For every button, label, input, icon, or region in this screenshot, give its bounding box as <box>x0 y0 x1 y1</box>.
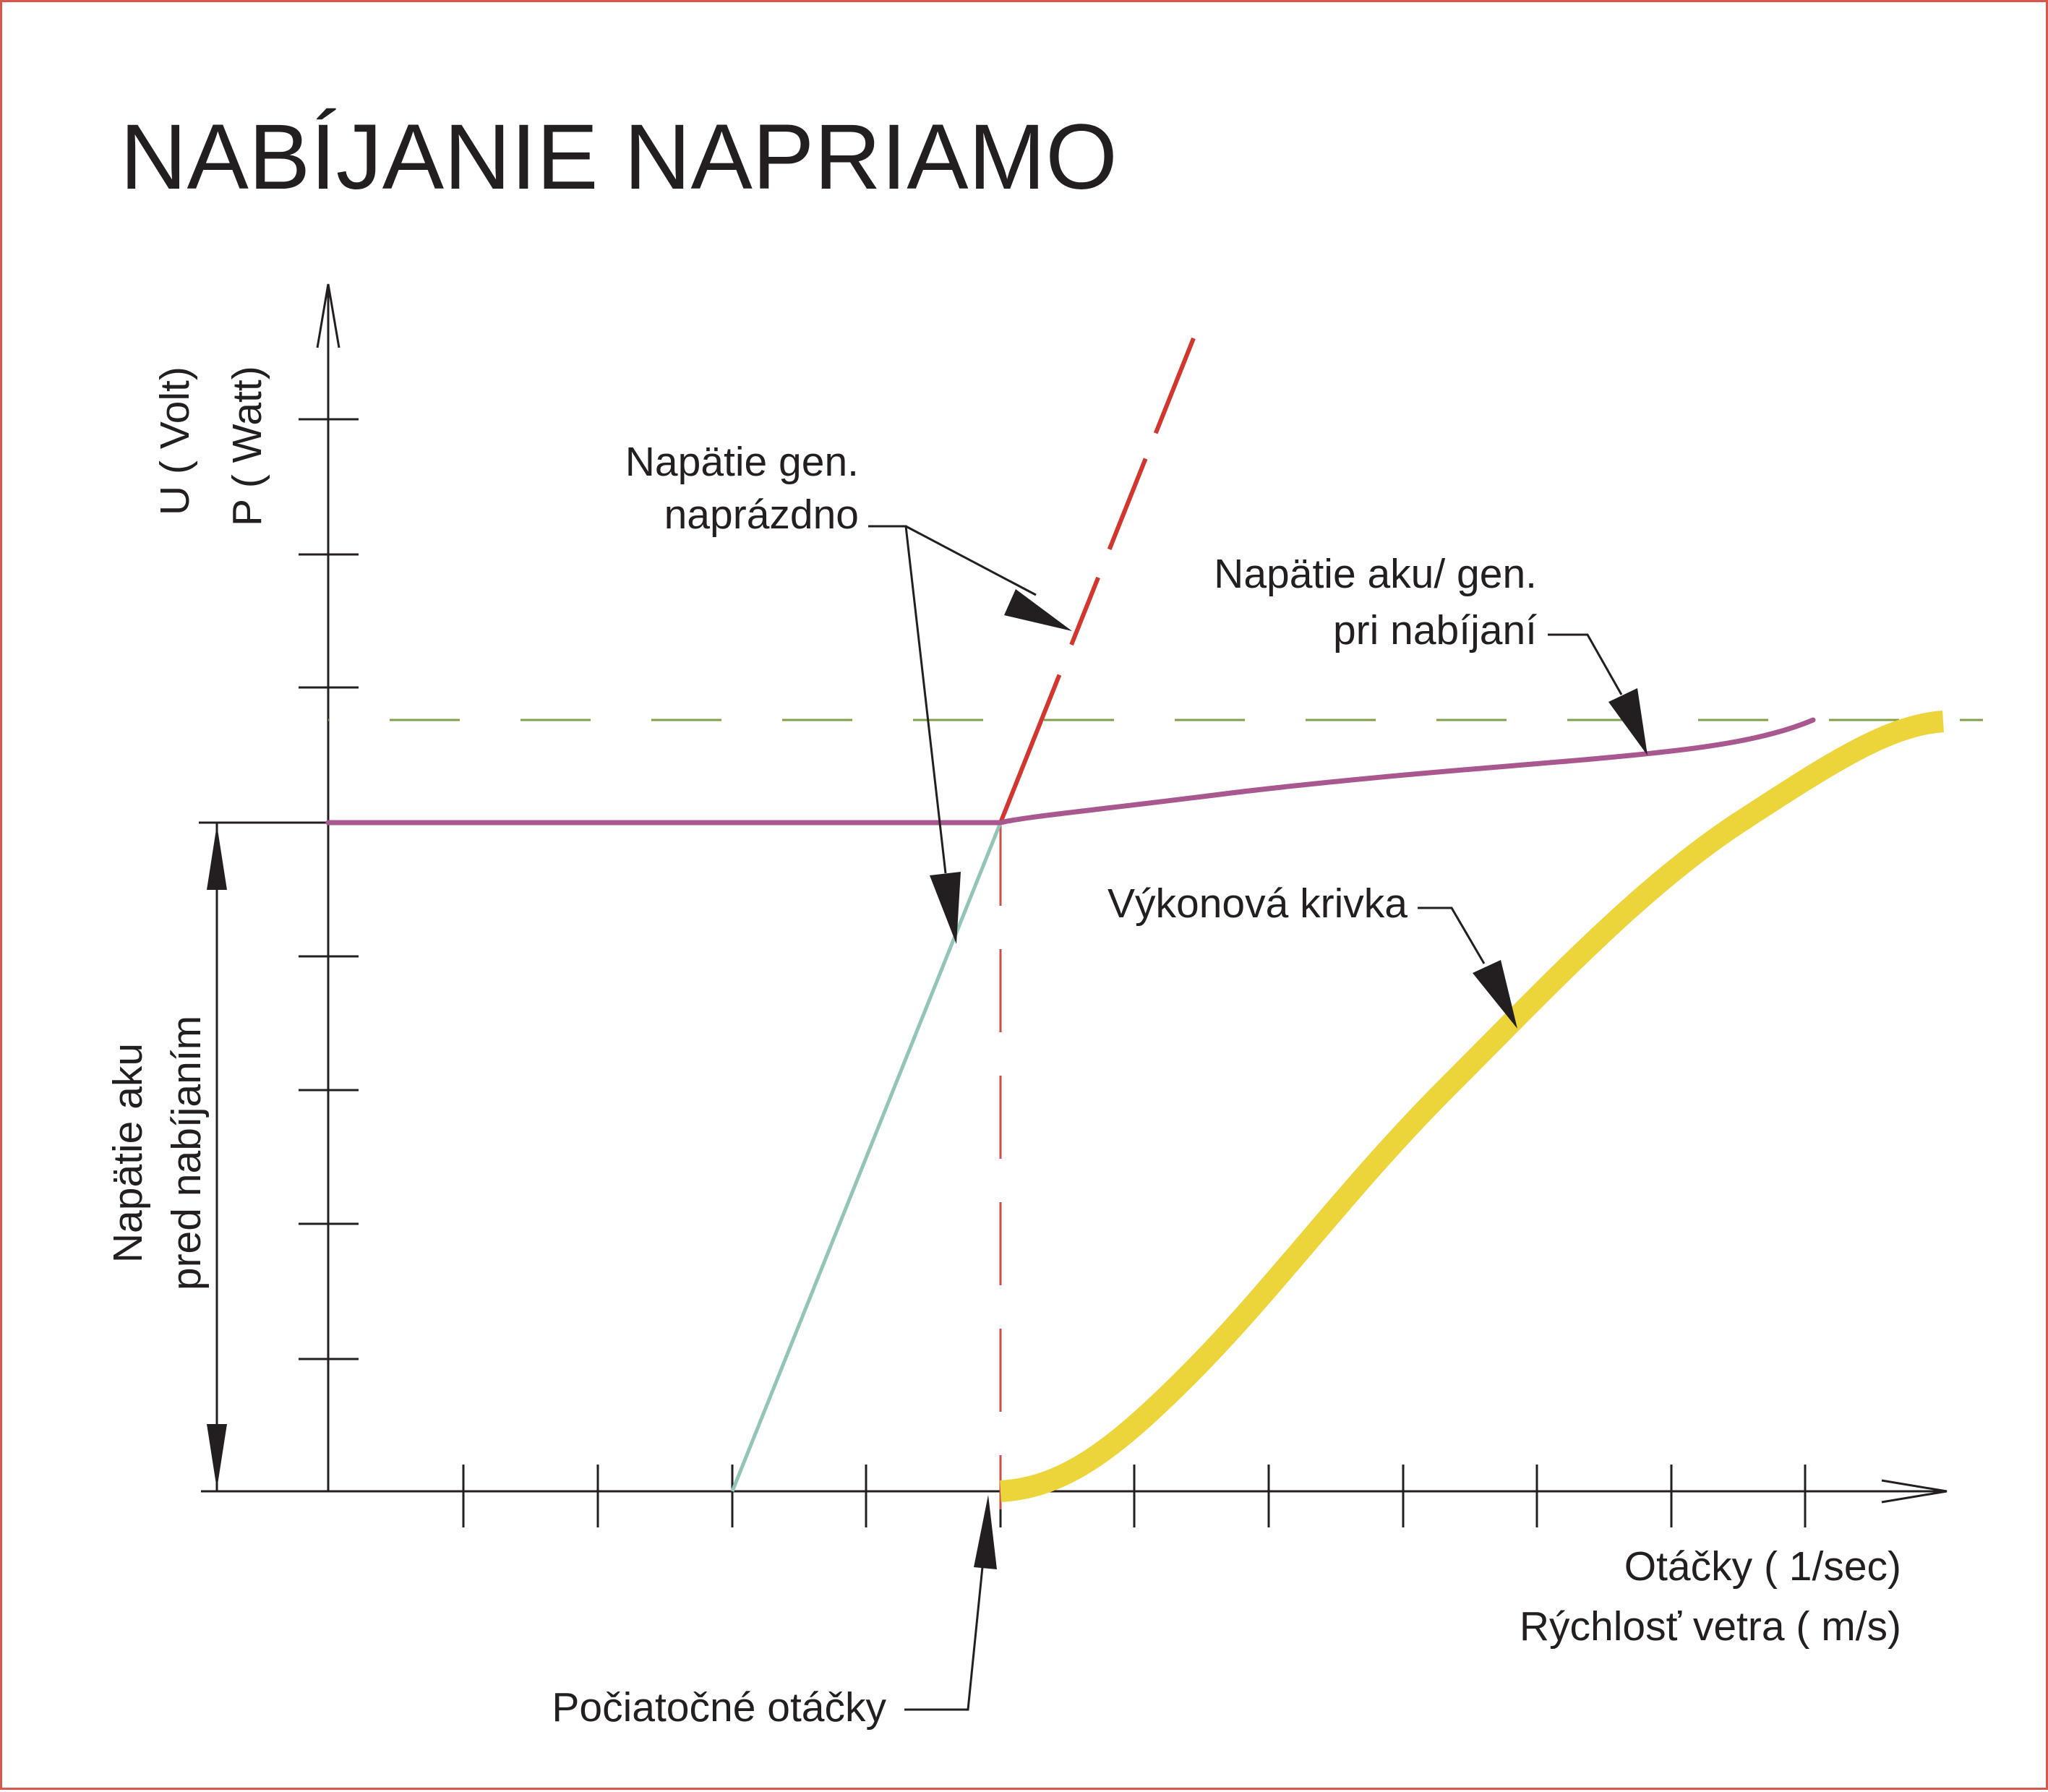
annotation-power-curve: Výkonová krivka <box>1107 880 1408 927</box>
annotation-power-curve-leader <box>1418 906 1486 964</box>
dimension-arrow-up-icon <box>207 825 227 890</box>
x-axis-label-rpm: Otáčky ( 1/sec) <box>1624 1543 1901 1590</box>
battery-voltage-dimension <box>199 821 328 1491</box>
diagram-title: NABÍJANIE NAPRIAMO <box>120 106 1118 209</box>
annotation-open-circuit-line1: Napätie gen. <box>625 439 859 485</box>
y-axis-label-voltage: U ( Volt) <box>152 366 198 515</box>
leader-arrowhead-icon <box>1004 589 1072 631</box>
charging-voltage-curve <box>325 717 1816 826</box>
annotation-start-speed: Počiatočné otáčky <box>552 1684 886 1731</box>
open-circuit-voltage-lower-segment <box>730 822 1003 1492</box>
x-axis <box>201 1465 1948 1527</box>
side-label-line2: pred nabíjaním <box>163 1016 210 1290</box>
leader-arrowhead-icon <box>1608 688 1648 755</box>
leader-arrowhead-icon <box>1473 960 1517 1029</box>
dimension-arrow-down-icon <box>207 1424 227 1489</box>
y-axis-ticks <box>299 418 359 1360</box>
annotation-start-speed-leader <box>904 1566 984 1711</box>
side-label-line1: Napätie aku <box>105 1043 151 1263</box>
leader-arrowhead-icon <box>974 1495 997 1569</box>
x-axis-label-wind-speed: Rýchlosť vetra ( m/s) <box>1520 1603 1901 1650</box>
annotation-open-circuit-line2: naprázdno <box>664 492 859 538</box>
y-axis-arrowhead <box>316 283 340 348</box>
leader-arrowhead-icon <box>930 872 961 944</box>
power-curve <box>999 711 1945 1502</box>
annotation-charging-leader <box>1548 633 1623 695</box>
open-circuit-voltage-line <box>998 337 1196 824</box>
x-axis-ticks <box>462 1465 1807 1527</box>
y-axis <box>299 283 359 1491</box>
y-axis-label-power: P ( Watt) <box>224 366 270 526</box>
annotation-open-circuit-leaders <box>868 525 1037 874</box>
annotation-charging-line1: Napätie aku/ gen. <box>1214 551 1537 597</box>
x-axis-arrowhead <box>1881 1479 1948 1504</box>
annotation-charging-line2: pri nabíjaní <box>1333 607 1537 653</box>
